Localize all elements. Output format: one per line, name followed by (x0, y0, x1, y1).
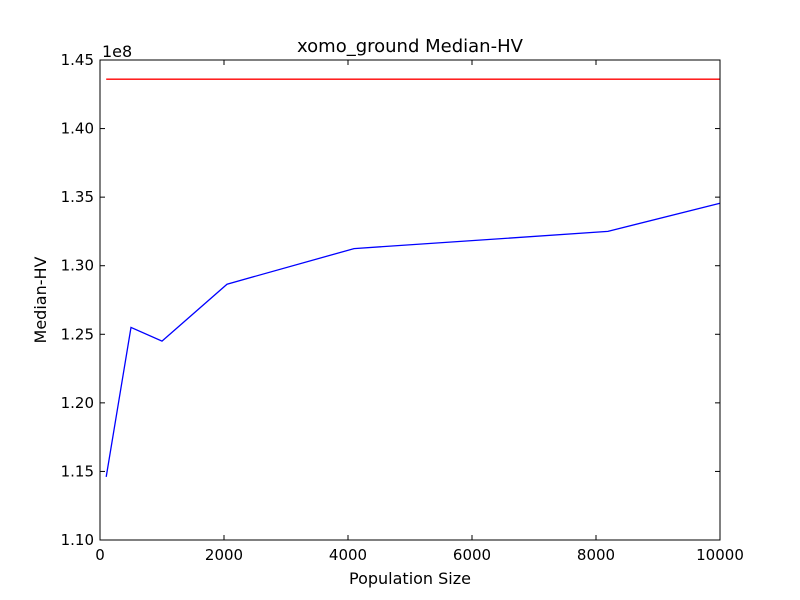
y-tick-label: 1.10 (61, 531, 94, 549)
x-tick-label: 10000 (696, 546, 744, 564)
x-tick-label: 6000 (453, 546, 491, 564)
y-tick-label: 1.25 (61, 325, 94, 343)
y-tick-label: 1.40 (61, 120, 94, 138)
x-tick-label: 2000 (205, 546, 243, 564)
y-offset-label: 1e8 (102, 42, 132, 61)
series-line-0 (105, 202, 721, 478)
series-layer (105, 78, 721, 478)
x-tick-label: 8000 (577, 546, 615, 564)
y-tick-label: 1.30 (61, 257, 94, 275)
y-tick-label: 1.15 (61, 462, 94, 480)
y-tick-label: 1.20 (61, 394, 94, 412)
x-axis-label: Population Size (349, 569, 471, 588)
plot-frame (99, 59, 721, 541)
y-axis-label: Median-HV (31, 256, 50, 343)
y-tick-label: 1.35 (61, 188, 94, 206)
chart-title: xomo_ground Median-HV (297, 36, 524, 57)
x-tick-label: 0 (95, 546, 105, 564)
tick-layer: 0 2000 4000 6000 8000 10000 1.10 1.15 1.20 1.25 1.… (61, 51, 744, 564)
y-tick-label: 1.45 (61, 51, 94, 69)
plot-area (100, 60, 720, 540)
x-tick-label: 4000 (329, 546, 367, 564)
